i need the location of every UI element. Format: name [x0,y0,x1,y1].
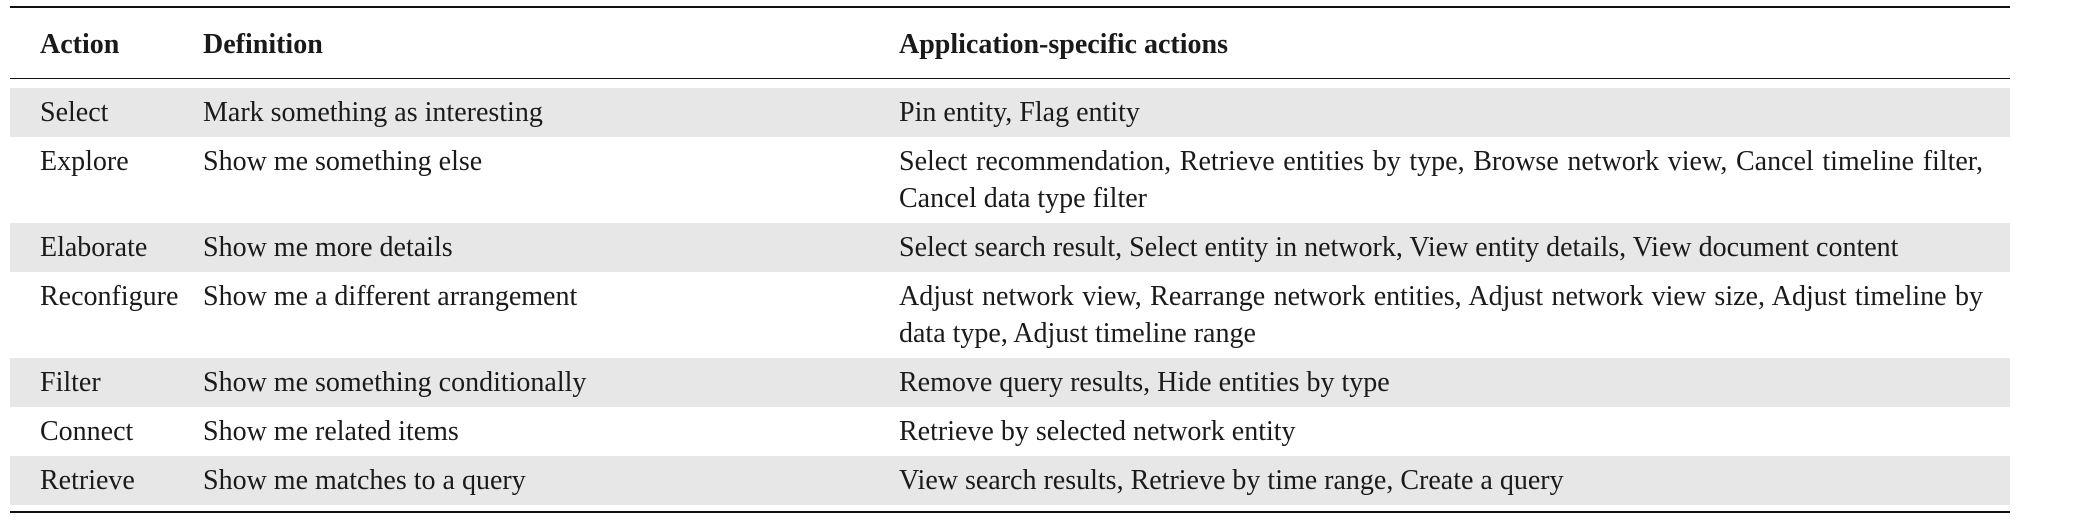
table-row: Reconfigure Show me a different arrangem… [10,272,2010,358]
header-definition: Definition [203,28,323,60]
cell-definition: Show me something else [203,146,483,177]
cell-app-actions: Pin entity, Flag entity [899,97,1140,128]
cell-action: Filter [40,367,101,398]
table-row: Elaborate Show me more details Select se… [10,223,2010,272]
cell-app-actions: Adjust network view, Rearrange network e… [899,281,1983,349]
cell-action: Reconfigure [40,281,179,312]
cell-app-actions: Select search result, Select entity in n… [899,232,1899,263]
cell-app-actions: Remove query results, Hide entities by t… [899,367,1390,398]
table-row: Connect Show me related items Retrieve b… [10,407,2010,456]
table-row: Retrieve Show me matches to a query View… [10,456,2010,505]
cell-definition: Mark something as interesting [203,97,543,128]
cell-definition: Show me something conditionally [203,367,587,398]
cell-definition: Show me related items [203,416,459,447]
table-top-rule [10,6,2010,8]
table-bottom-rule [10,511,2010,513]
table-header-row: Action Definition Application-specific a… [10,8,2010,78]
table-row: Filter Show me something conditionally R… [10,358,2010,407]
cell-action: Connect [40,416,134,447]
cell-app-actions: Retrieve by selected network entity [899,416,1296,447]
header-application-specific-actions: Application-specific actions [899,28,1228,60]
cell-definition: Show me more details [203,232,453,263]
table-header-rule [10,78,2010,79]
cell-app-actions: View search results, Retrieve by time ra… [899,465,1564,496]
cell-definition: Show me matches to a query [203,465,526,496]
cell-action: Select [40,97,109,128]
actions-table: Action Definition Application-specific a… [10,6,2010,513]
header-action: Action [40,28,120,60]
cell-action: Retrieve [40,465,135,496]
cell-app-actions: Select recommendation, Retrieve entities… [899,146,1983,214]
cell-action: Explore [40,146,129,177]
table-row: Explore Show me something else Select re… [10,137,2010,223]
table-row: Select Mark something as interesting Pin… [10,88,2010,137]
cell-definition: Show me a different arrangement [203,281,578,312]
cell-action: Elaborate [40,232,148,263]
